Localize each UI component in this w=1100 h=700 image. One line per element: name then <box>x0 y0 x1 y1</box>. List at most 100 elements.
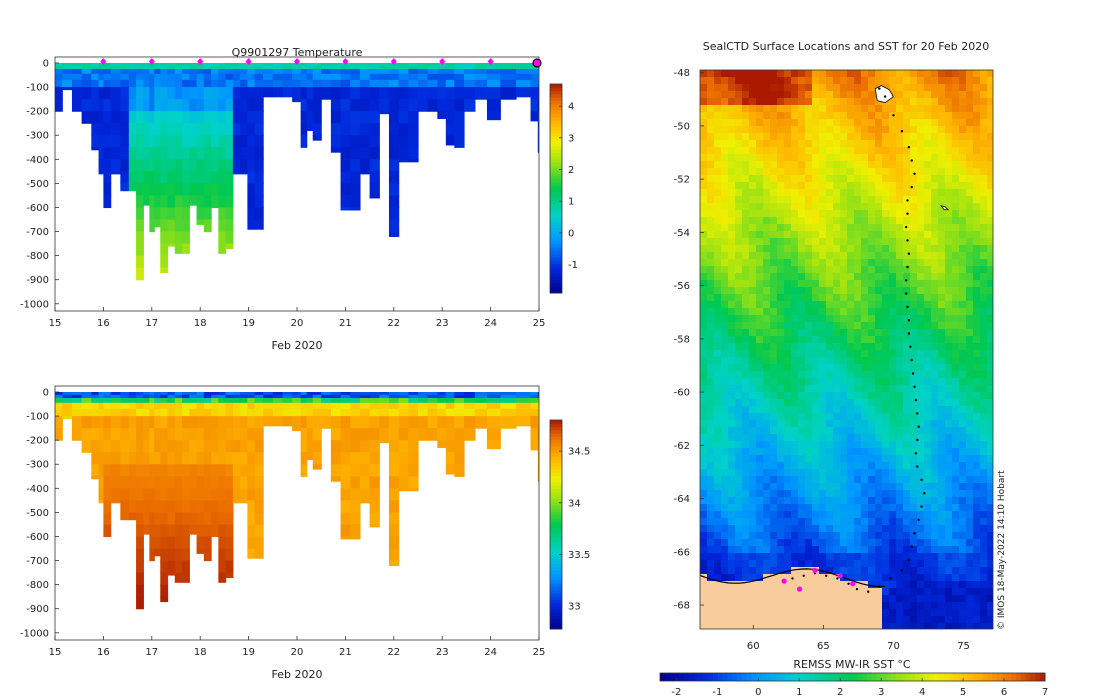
sst-cell <box>721 245 729 253</box>
sst-cell <box>819 434 827 442</box>
sst-cell <box>742 371 750 379</box>
sst-cell <box>924 420 932 428</box>
sst-cell <box>959 308 967 316</box>
salinity-cell <box>254 416 264 429</box>
sst-cell <box>784 420 792 428</box>
temperature-cell <box>359 123 371 136</box>
sst-cell <box>924 448 932 456</box>
sst-cell <box>861 322 869 330</box>
sst-cell <box>889 217 897 225</box>
temperature-cell <box>203 79 212 88</box>
sst-cell <box>917 385 925 393</box>
salinity-cell <box>71 416 83 429</box>
temperature-cell <box>160 111 169 124</box>
sst-cell <box>721 105 729 113</box>
sst-cell <box>973 336 981 344</box>
sst-cell <box>959 287 967 295</box>
sst-cell <box>910 77 918 85</box>
sst-cell <box>763 350 771 358</box>
x-tick-label: 21 <box>339 647 352 658</box>
sst-cell <box>938 266 946 274</box>
salinity-cell <box>282 416 293 427</box>
sst-cell <box>735 483 743 491</box>
sst-cell <box>756 525 764 533</box>
sst-cell <box>854 476 862 484</box>
sst-cell <box>805 168 813 176</box>
temperature-cell <box>103 87 112 100</box>
sst-cell <box>917 574 925 582</box>
sst-cell <box>728 385 736 393</box>
sst-cell <box>966 336 974 344</box>
sst-cell <box>903 539 911 547</box>
sst-cell <box>840 490 848 498</box>
temperature-cell <box>437 69 447 75</box>
sst-cell <box>707 287 715 295</box>
temperature-cell <box>340 99 351 112</box>
temperature-cell <box>300 135 308 148</box>
sst-cell <box>714 490 722 498</box>
sst-cell <box>854 574 862 582</box>
sst-cell <box>770 595 778 603</box>
sst-cell <box>847 518 855 526</box>
salinity-cell <box>454 394 465 399</box>
sst-cell <box>973 532 981 540</box>
sst-cell <box>707 427 715 435</box>
salinity-cell <box>232 428 241 441</box>
sst-cell <box>812 350 820 358</box>
salinity-cell <box>225 408 234 417</box>
salinity-cell <box>203 476 212 489</box>
salinity-cell <box>398 428 409 441</box>
sst-cell <box>917 595 925 603</box>
sst-cell <box>952 588 960 596</box>
colorbar-segment <box>550 452 562 457</box>
salinity-cell <box>300 408 308 417</box>
sst-cell <box>987 406 993 414</box>
sst-cell <box>868 497 876 505</box>
salinity-cell <box>437 394 447 399</box>
salinity-cell <box>103 428 112 441</box>
sst-cell <box>728 553 736 561</box>
salinity-cell <box>340 476 351 489</box>
sst-cell <box>945 84 953 92</box>
sst-cell <box>714 119 722 127</box>
sst-cell <box>784 210 792 218</box>
salinity-cell <box>160 572 169 586</box>
sst-cell <box>903 420 911 428</box>
sst-cell <box>966 301 974 309</box>
sst-cell <box>826 77 834 85</box>
sst-cell <box>749 553 757 561</box>
sst-cell <box>777 357 785 365</box>
colorbar-segment <box>550 436 562 441</box>
colorbar-segment <box>550 537 562 542</box>
sst-cell <box>987 504 993 512</box>
sst-cell <box>840 532 848 540</box>
sst-cell <box>840 357 848 365</box>
sst-cell <box>896 525 904 533</box>
temperature-cell <box>427 63 438 67</box>
sst-cell <box>945 399 953 407</box>
sst-cell <box>847 105 855 113</box>
sst-cell <box>798 532 806 540</box>
sst-cell <box>847 70 855 78</box>
temperature-cell <box>388 123 400 136</box>
salinity-cell <box>110 500 121 504</box>
salinity-cell <box>160 392 169 396</box>
salinity-cell <box>203 452 212 465</box>
sst-cell <box>805 259 813 267</box>
sst-cell <box>707 112 715 120</box>
sst-cell <box>714 378 722 386</box>
x-tick-label: 19 <box>242 318 255 329</box>
temperature-cell <box>530 73 539 81</box>
sst-cell <box>770 294 778 302</box>
sst-cell <box>847 133 855 141</box>
salinity-cell <box>71 394 83 399</box>
sst-cell <box>910 119 918 127</box>
sst-cell <box>770 301 778 309</box>
salinity-cell <box>136 398 144 404</box>
sst-cell <box>770 280 778 288</box>
temperature-cell <box>254 63 264 67</box>
sst-cell <box>777 84 785 92</box>
sst-cell <box>987 119 993 127</box>
temperature-cell <box>445 73 455 81</box>
sst-cell <box>840 84 848 92</box>
